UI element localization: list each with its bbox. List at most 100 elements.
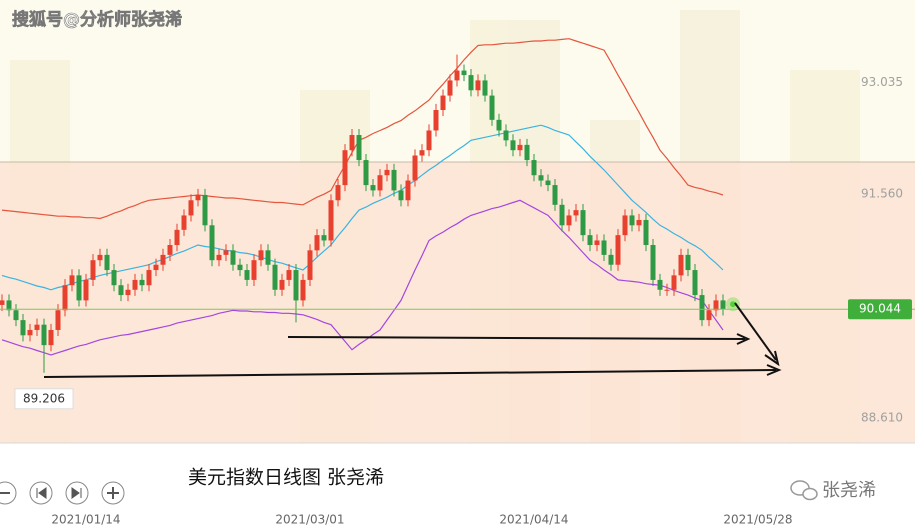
candle-body bbox=[13, 310, 19, 321]
caption: 美元指数日线图 张尧浠 bbox=[188, 467, 384, 489]
candle-body bbox=[139, 279, 145, 286]
candle-body bbox=[608, 254, 614, 265]
candle-body bbox=[132, 279, 138, 290]
candle-body bbox=[314, 235, 320, 251]
candle-body bbox=[671, 275, 677, 290]
candle-body bbox=[97, 254, 103, 261]
candle-body bbox=[461, 70, 467, 76]
candle-body bbox=[321, 235, 327, 241]
zoom-out-button[interactable] bbox=[0, 481, 17, 505]
candle-body bbox=[349, 135, 355, 151]
candle-body bbox=[335, 185, 341, 201]
zoom-in-button[interactable] bbox=[101, 481, 125, 505]
x-tick-label: 2021/03/01 bbox=[275, 513, 344, 527]
candle-body bbox=[104, 254, 110, 271]
candle-body bbox=[258, 250, 264, 261]
candle-body bbox=[454, 70, 460, 81]
candle-body bbox=[510, 140, 516, 151]
candle-body bbox=[580, 210, 586, 236]
candle-body bbox=[167, 245, 173, 255]
candle-body bbox=[160, 254, 166, 265]
low-label-box bbox=[14, 388, 74, 410]
y-tick-label: 91.560 bbox=[861, 187, 903, 201]
candle-body bbox=[419, 150, 425, 156]
x-tick-label: 2021/01/14 bbox=[51, 513, 120, 527]
candle-body bbox=[685, 254, 691, 271]
candle-body bbox=[118, 285, 124, 296]
candle-body bbox=[629, 215, 635, 226]
candle-body bbox=[230, 250, 236, 265]
candle-body bbox=[538, 175, 544, 181]
candle-body bbox=[20, 320, 26, 336]
candle-body bbox=[377, 175, 383, 191]
candle-body bbox=[496, 119, 502, 131]
candle-body bbox=[111, 270, 117, 286]
candle-body bbox=[251, 260, 257, 280]
candle-body bbox=[517, 144, 523, 151]
candle-body bbox=[552, 185, 558, 205]
candle-body bbox=[0, 300, 5, 305]
candle-body bbox=[83, 279, 89, 301]
candle-body bbox=[55, 310, 61, 330]
watermark: 搜狐号@分析师张尧浠 bbox=[12, 9, 182, 30]
first-button[interactable] bbox=[29, 481, 53, 505]
candle-body bbox=[27, 329, 33, 336]
candle-body bbox=[664, 289, 670, 291]
last-price-label: 90.044 bbox=[859, 302, 901, 316]
candle-body bbox=[573, 210, 579, 216]
candle-body bbox=[601, 240, 607, 255]
candle-body bbox=[391, 169, 397, 191]
candle-body bbox=[720, 300, 726, 310]
candle-body bbox=[370, 185, 376, 191]
candle-body bbox=[76, 275, 82, 301]
candle-body bbox=[615, 235, 621, 265]
candle-body bbox=[356, 135, 362, 161]
candle-body bbox=[146, 270, 152, 286]
candle-body bbox=[363, 160, 369, 186]
candle-body bbox=[489, 95, 495, 120]
candle-body bbox=[650, 245, 656, 280]
candle-body bbox=[307, 250, 313, 280]
candle-body bbox=[293, 270, 299, 301]
last-button[interactable] bbox=[65, 481, 89, 505]
candle-body bbox=[34, 324, 40, 330]
candle-body bbox=[195, 194, 201, 201]
candle-body bbox=[279, 279, 285, 290]
candle-body bbox=[62, 285, 68, 311]
candle-body bbox=[244, 270, 250, 280]
candle-body bbox=[384, 169, 390, 176]
candle-body bbox=[545, 180, 551, 186]
candle-body bbox=[181, 215, 187, 230]
candle-body bbox=[405, 180, 411, 201]
shaded-zone bbox=[0, 162, 915, 443]
x-tick-label: 2021/04/14 bbox=[499, 513, 568, 527]
last-price-dot bbox=[730, 301, 736, 308]
band-line bbox=[1, 124, 724, 291]
candle-body bbox=[706, 310, 712, 321]
brand-logo bbox=[790, 480, 818, 501]
candle-body bbox=[188, 200, 194, 216]
candle-body bbox=[300, 279, 306, 301]
candle-body bbox=[692, 270, 698, 296]
candle-body bbox=[433, 109, 439, 131]
candle-body bbox=[622, 215, 628, 236]
candle-body bbox=[531, 160, 537, 176]
candle-body bbox=[209, 225, 215, 261]
candle-body bbox=[447, 80, 453, 96]
annotation-arrows bbox=[43, 302, 782, 378]
candle-body bbox=[90, 260, 96, 280]
candle-body bbox=[699, 295, 705, 321]
candle-body bbox=[41, 324, 47, 346]
candle-body bbox=[713, 300, 719, 311]
candle-body bbox=[342, 150, 348, 186]
candle-body bbox=[398, 190, 404, 201]
brand: 张尧浠 bbox=[822, 480, 876, 501]
candle-body bbox=[657, 279, 663, 290]
candle-body bbox=[48, 329, 54, 346]
candle-body bbox=[6, 300, 12, 311]
candle-body bbox=[482, 80, 488, 96]
candle-body bbox=[594, 240, 600, 246]
candle-body bbox=[503, 130, 509, 141]
